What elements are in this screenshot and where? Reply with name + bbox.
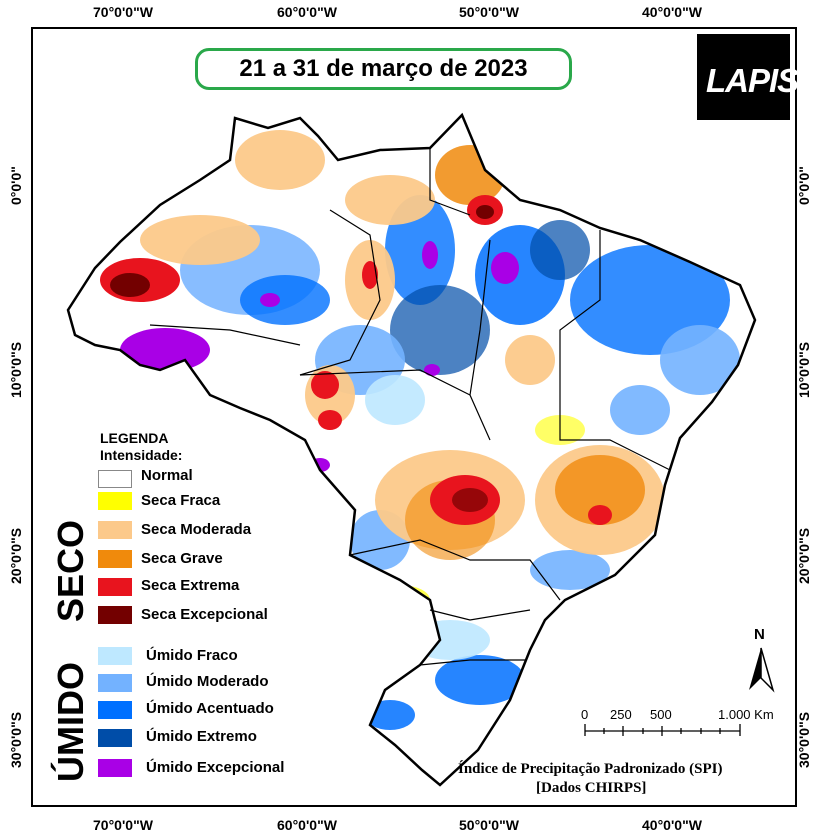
lapis-logo [697, 34, 790, 120]
legend-swatch-umido-excepcional [98, 759, 132, 777]
legend-heading: LEGENDA [100, 430, 169, 446]
legend-swatch-seca-moderada [98, 521, 132, 539]
scale-label-250: 250 [610, 707, 632, 722]
lon-label-bottom-50w: 50°0'0"W [459, 817, 519, 833]
lon-label-bottom-70w: 70°0'0"W [93, 817, 153, 833]
scale-bar [584, 724, 741, 736]
scale-label-1000: 1.000 Km [718, 707, 774, 722]
legend-label-seca-excepcional: Seca Excepcional [141, 606, 268, 623]
map-title: 21 a 31 de março de 2023 [195, 48, 572, 90]
north-label: N [754, 626, 765, 643]
legend-swatch-umido-fraco [98, 647, 132, 665]
legend-swatch-umido-extremo [98, 729, 132, 747]
state-borders [149, 148, 671, 666]
legend-group-umido: ÚMIDO [50, 662, 91, 782]
lon-label-top-50w: 50°0'0"W [459, 4, 519, 20]
legend-label-seca-fraca: Seca Fraca [141, 492, 221, 509]
legend-swatch-umido-acentuado [98, 701, 132, 719]
lon-label-top-70w: 70°0'0"W [93, 4, 153, 20]
legend-title: LEGENDA Intensidade: [100, 430, 182, 464]
legend-subtitle: Intensidade: [100, 447, 183, 463]
lon-label-bottom-40w: 40°0'0"W [642, 817, 702, 833]
legend-label-umido-moderado: Úmido Moderado [146, 673, 269, 690]
source-index-name: Índice de Precipitação Padronizado (SPI) [458, 761, 723, 777]
lon-label-top-40w: 40°0'0"W [642, 4, 702, 20]
lon-label-bottom-60w: 60°0'0"W [277, 817, 337, 833]
scale-label-500: 500 [650, 707, 672, 722]
scale-label-0: 0 [581, 707, 589, 722]
legend-swatch-seca-grave [98, 550, 132, 568]
legend-swatch-umido-moderado [98, 674, 132, 692]
legend-label-umido-acentuado: Úmido Acentuado [146, 700, 274, 717]
legend-swatch-seca-extrema [98, 578, 132, 596]
legend-label-seca-grave: Seca Grave [141, 550, 223, 567]
legend-label-umido-excepcional: Úmido Excepcional [146, 759, 285, 776]
north-arrow-icon [749, 647, 775, 693]
legend-swatch-seca-excepcional [98, 606, 132, 624]
legend-swatch-normal [98, 470, 132, 488]
legend-label-umido-extremo: Úmido Extremo [146, 728, 257, 745]
logo-text: LAPIS [706, 62, 799, 99]
legend-group-seco: SECO [50, 519, 91, 622]
source-dataset: [Dados CHIRPS] [536, 780, 647, 796]
legend-label-umido-fraco: Úmido Fraco [146, 647, 238, 664]
legend-label-normal: Normal [141, 467, 193, 484]
legend-swatch-seca-fraca [98, 492, 132, 510]
legend-label-seca-moderada: Seca Moderada [141, 521, 252, 538]
legend-label-seca-extrema: Seca Extrema [141, 577, 240, 594]
lon-label-top-60w: 60°0'0"W [277, 4, 337, 20]
